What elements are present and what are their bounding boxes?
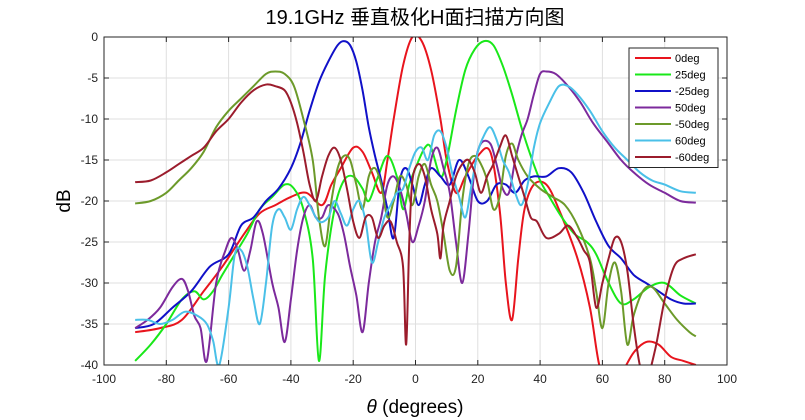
legend-label: -25deg [675,86,709,98]
series-line--50deg [134,70,697,346]
x-axis-label-symbol: θ [367,397,378,418]
legend-label: -60deg [675,152,709,164]
plot-frame [103,36,728,366]
y-tick-label: -40 [81,358,99,372]
legend-label: 50deg [675,103,706,115]
series-line--60deg [135,83,697,365]
y-tick-label: -30 [81,276,99,290]
legend-label: 0deg [675,53,699,65]
x-tick-labels: -100 -80 -60 -40 -20 0 20 40 60 80 100 [92,372,737,386]
x-tick-label: -100 [92,372,116,386]
series-lines [134,37,697,365]
series-line-60deg [135,83,696,365]
x-tick-label: 60 [596,372,610,386]
x-tick-label: -40 [282,372,300,386]
x-tick-label: 0 [412,372,419,386]
y-axis-label: dB [54,189,75,212]
x-tick-label: 20 [471,372,485,386]
x-tick-label: -80 [158,372,176,386]
series-line-0deg [134,37,697,365]
x-tick-label: -20 [345,372,363,386]
y-tick-label: 0 [91,30,98,44]
y-tick-label: -35 [81,317,99,331]
y-tick-label: -15 [81,153,99,167]
x-tick-label: 80 [658,372,672,386]
y-tick-label: -10 [81,112,99,126]
x-tick-label: -60 [220,372,238,386]
x-axis-label-text: (degrees) [377,397,464,418]
legend-label: 60deg [675,136,706,148]
y-tick-label: -25 [81,235,99,249]
x-axis-label: θ (degrees) [367,397,464,418]
y-tick-labels: 0 -5 -10 -15 -20 -25 -30 -35 -40 [81,30,99,372]
chart-title: 19.1GHz 垂直极化H面扫描方向图 [266,6,565,29]
legend-label: -50deg [675,119,709,131]
x-tick-label: 40 [533,372,547,386]
legend-label: 25deg [675,70,706,82]
y-tick-label: -5 [87,71,98,85]
y-tick-label: -20 [81,194,99,208]
x-tick-label: 100 [717,372,737,386]
legend: 0deg 25deg -25deg 50deg -50deg 60deg -60deg [628,47,719,168]
